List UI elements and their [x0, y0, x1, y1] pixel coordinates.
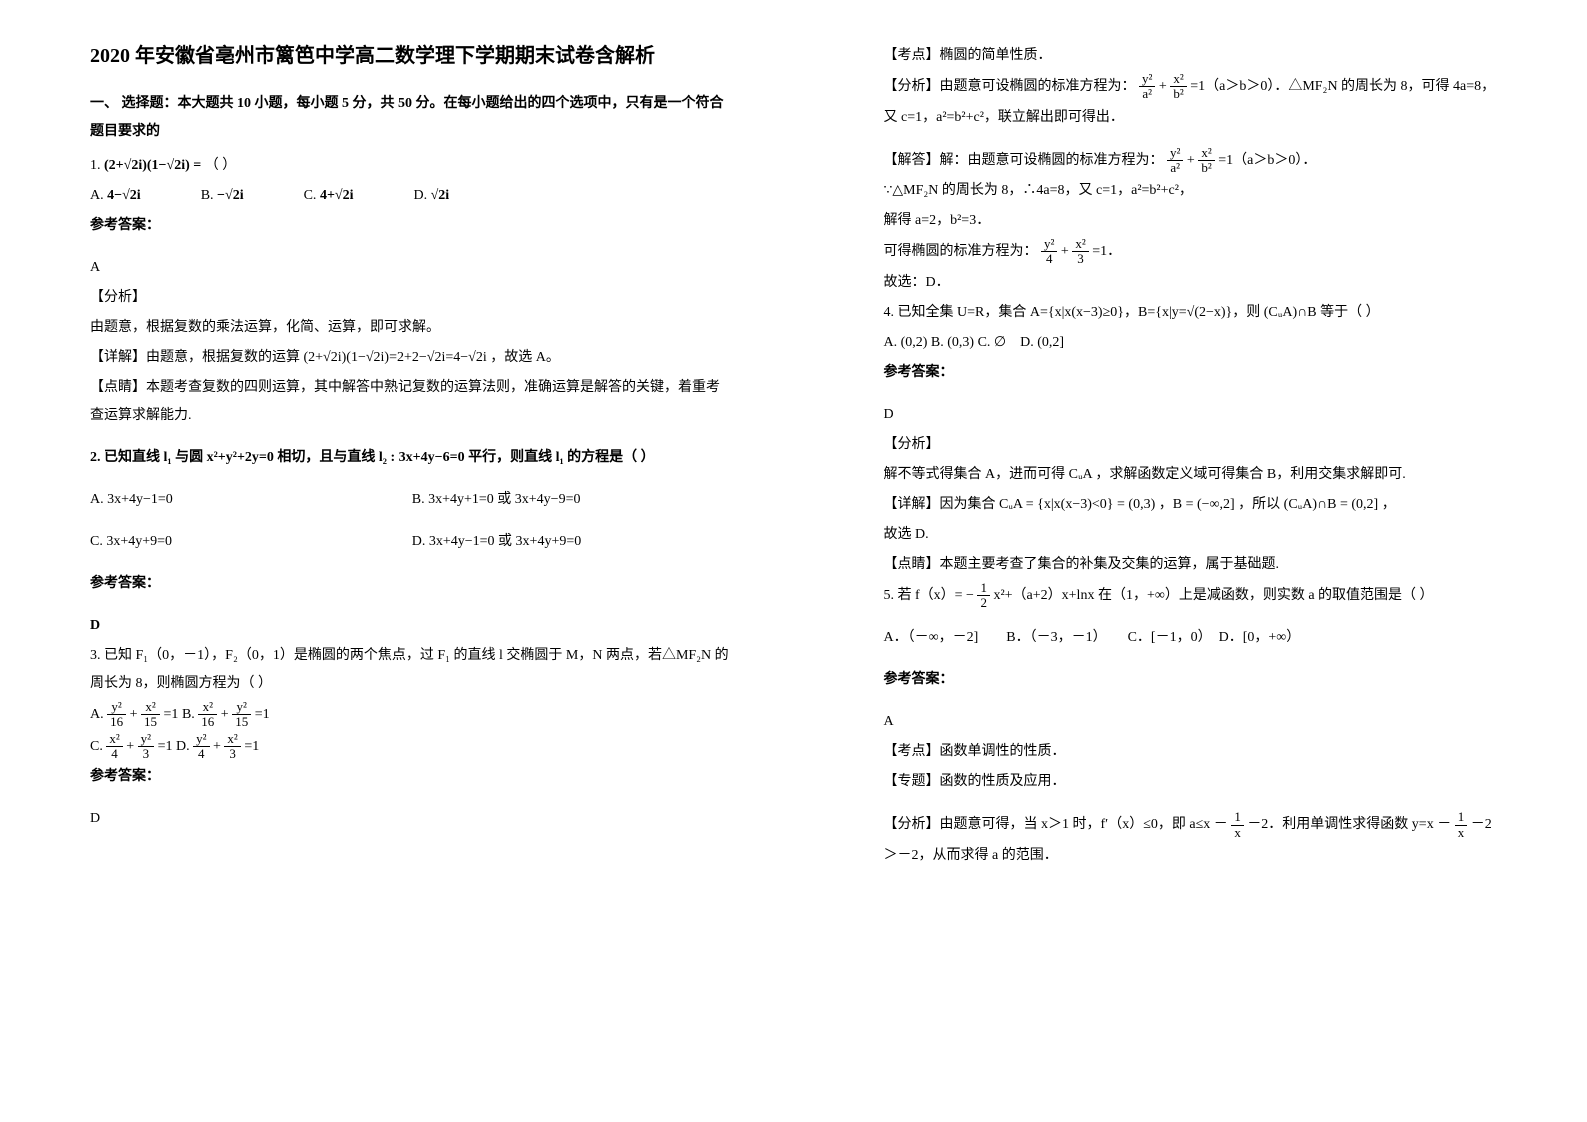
q1-detail: 【详解】由题意，根据复数的运算 (2+√2i)(1−√2i)=2+2−√2i=4… — [90, 344, 734, 372]
q3-kaodian: 【考点】椭圆的简单性质． — [884, 42, 1528, 70]
q1-ans: A — [90, 254, 734, 282]
q1-num: 1. — [90, 158, 104, 173]
q3-opts-row2: C. x²4 + y²3 =1 D. y²4 + x²3 =1 — [90, 732, 734, 762]
q5-fenxi: 【分析】由题意可得，当 x＞1 时，f′（x）≤0，即 a≤x － 1x －2．… — [884, 810, 1528, 840]
q3-stem: 3. 已知 F₁（0，－1），F₂（0，1）是椭圆的两个焦点，过 F₁ 的直线 … — [90, 642, 734, 698]
q2-opt-b: B. 3x+4y+1=0 或 3x+4y−9=0 — [412, 486, 734, 514]
q2-ans-label: 参考答案： — [90, 570, 734, 598]
q3-fenxi2: 又 c=1，a²=b²+c²，联立解出即可得出． — [884, 104, 1528, 132]
q1-opt-d: D. √2i — [414, 182, 450, 210]
q4-analysis: 解不等式得集合 A，进而可得 CᵤA ，求解函数定义域可得集合 B，利用交集求解… — [884, 461, 1528, 489]
right-column: 【考点】椭圆的简单性质． 【分析】由题意可设椭圆的标准方程为： y²a² + x… — [794, 0, 1587, 1122]
q3-jieda5: 故选：D． — [884, 269, 1528, 297]
q1-options: A. 4−√2i B. −√2i C. 4+√2i D. √2i — [90, 182, 734, 210]
q3-ans: D — [90, 805, 734, 833]
q4-point: 【点睛】本题主要考查了集合的补集及交集的运算，属于基础题. — [884, 551, 1528, 579]
q2-row2: C. 3x+4y+9=0 D. 3x+4y−1=0 或 3x+4y+9=0 — [90, 528, 734, 556]
q1-opt-a: A. 4−√2i — [90, 182, 141, 210]
q4-detail2: 故选 D. — [884, 521, 1528, 549]
q1-expr: (2+√2i)(1−√2i) = — [104, 158, 201, 173]
q1-analysis: 由题意，根据复数的乘法运算，化简、运算，即可求解。 — [90, 314, 734, 342]
q1-point: 【点睛】本题考查复数的四则运算，其中解答中熟记复数的运算法则，准确运算是解答的关… — [90, 374, 734, 430]
q4-detail: 【详解】因为集合 CᵤA = {x|x(x−3)<0} = (0,3) ，B =… — [884, 491, 1528, 519]
q5-ans: A — [884, 708, 1528, 736]
q2-opt-a: A. 3x+4y−1=0 — [90, 486, 412, 514]
q4-opts: A. (0,2) B. (0,3) C. ∅ D. (0,2] — [884, 329, 1528, 357]
q1-ans-label: 参考答案： — [90, 212, 734, 240]
q2-opt-d: D. 3x+4y−1=0 或 3x+4y+9=0 — [412, 528, 734, 556]
q2-row1: A. 3x+4y−1=0 B. 3x+4y+1=0 或 3x+4y−9=0 — [90, 486, 734, 514]
q3-fenxi: 【分析】由题意可设椭圆的标准方程为： y²a² + x²b² =1（a＞b＞0）… — [884, 72, 1528, 102]
q3-jieda1: 【解答】解：由题意可设椭圆的标准方程为： y²a² + x²b² =1（a＞b＞… — [884, 146, 1528, 176]
q1-stem: 1. (2+√2i)(1−√2i) = （ ） — [90, 152, 734, 180]
part1-heading: 一、 选择题：本大题共 10 小题，每小题 5 分，共 50 分。在每小题给出的… — [90, 90, 734, 146]
q1-opt-b: B. −√2i — [201, 182, 244, 210]
q3-ans-label: 参考答案： — [90, 763, 734, 791]
q5-zhuanti: 【专题】函数的性质及应用． — [884, 768, 1528, 796]
q3-jieda3: 解得 a=2，b²=3． — [884, 207, 1528, 235]
q5-fenxi2: ＞－2，从而求得 a 的范围． — [884, 842, 1528, 870]
q3-opts-row1: A. y²16 + x²15 =1 B. x²16 + y²15 =1 — [90, 700, 734, 730]
q5-opts: A．（－∞，－2] B．（－3，－1） C．[－1，0） D．[0，+∞） — [884, 624, 1528, 652]
q3-jieda4: 可得椭圆的标准方程为： y²4 + x²3 =1． — [884, 237, 1528, 267]
q4-ans-label: 参考答案： — [884, 359, 1528, 387]
q3-jieda2: ∵△MF₂N 的周长为 8，∴4a=8，又 c=1，a²=b²+c²， — [884, 177, 1528, 205]
q2-opt-c: C. 3x+4y+9=0 — [90, 528, 412, 556]
q2-stem: 2. 已知直线 l₁ 与圆 x²+y²+2y=0 相切，且与直线 l₂ : 3x… — [90, 444, 734, 472]
doc-title: 2020 年安徽省亳州市篱笆中学高二数学理下学期期末试卷含解析 — [90, 40, 734, 72]
q4-stem: 4. 已知全集 U=R，集合 A={x|x(x−3)≥0}，B={x|y=√(2… — [884, 299, 1528, 327]
q4-ans: D — [884, 401, 1528, 429]
q1-blank: （ ） — [205, 158, 237, 173]
q5-ans-label: 参考答案： — [884, 666, 1528, 694]
q2-ans: D — [90, 612, 734, 640]
q5-stem: 5. 若 f（x）= − 12 x²+（a+2）x+lnx 在（1，+∞）上是减… — [884, 581, 1528, 611]
q5-kaodian: 【考点】函数单调性的性质． — [884, 738, 1528, 766]
q4-analysis-label: 【分析】 — [884, 431, 1528, 459]
q1-opt-c: C. 4+√2i — [304, 182, 354, 210]
q1-analysis-label: 【分析】 — [90, 284, 734, 312]
left-column: 2020 年安徽省亳州市篱笆中学高二数学理下学期期末试卷含解析 一、 选择题：本… — [0, 0, 794, 1122]
